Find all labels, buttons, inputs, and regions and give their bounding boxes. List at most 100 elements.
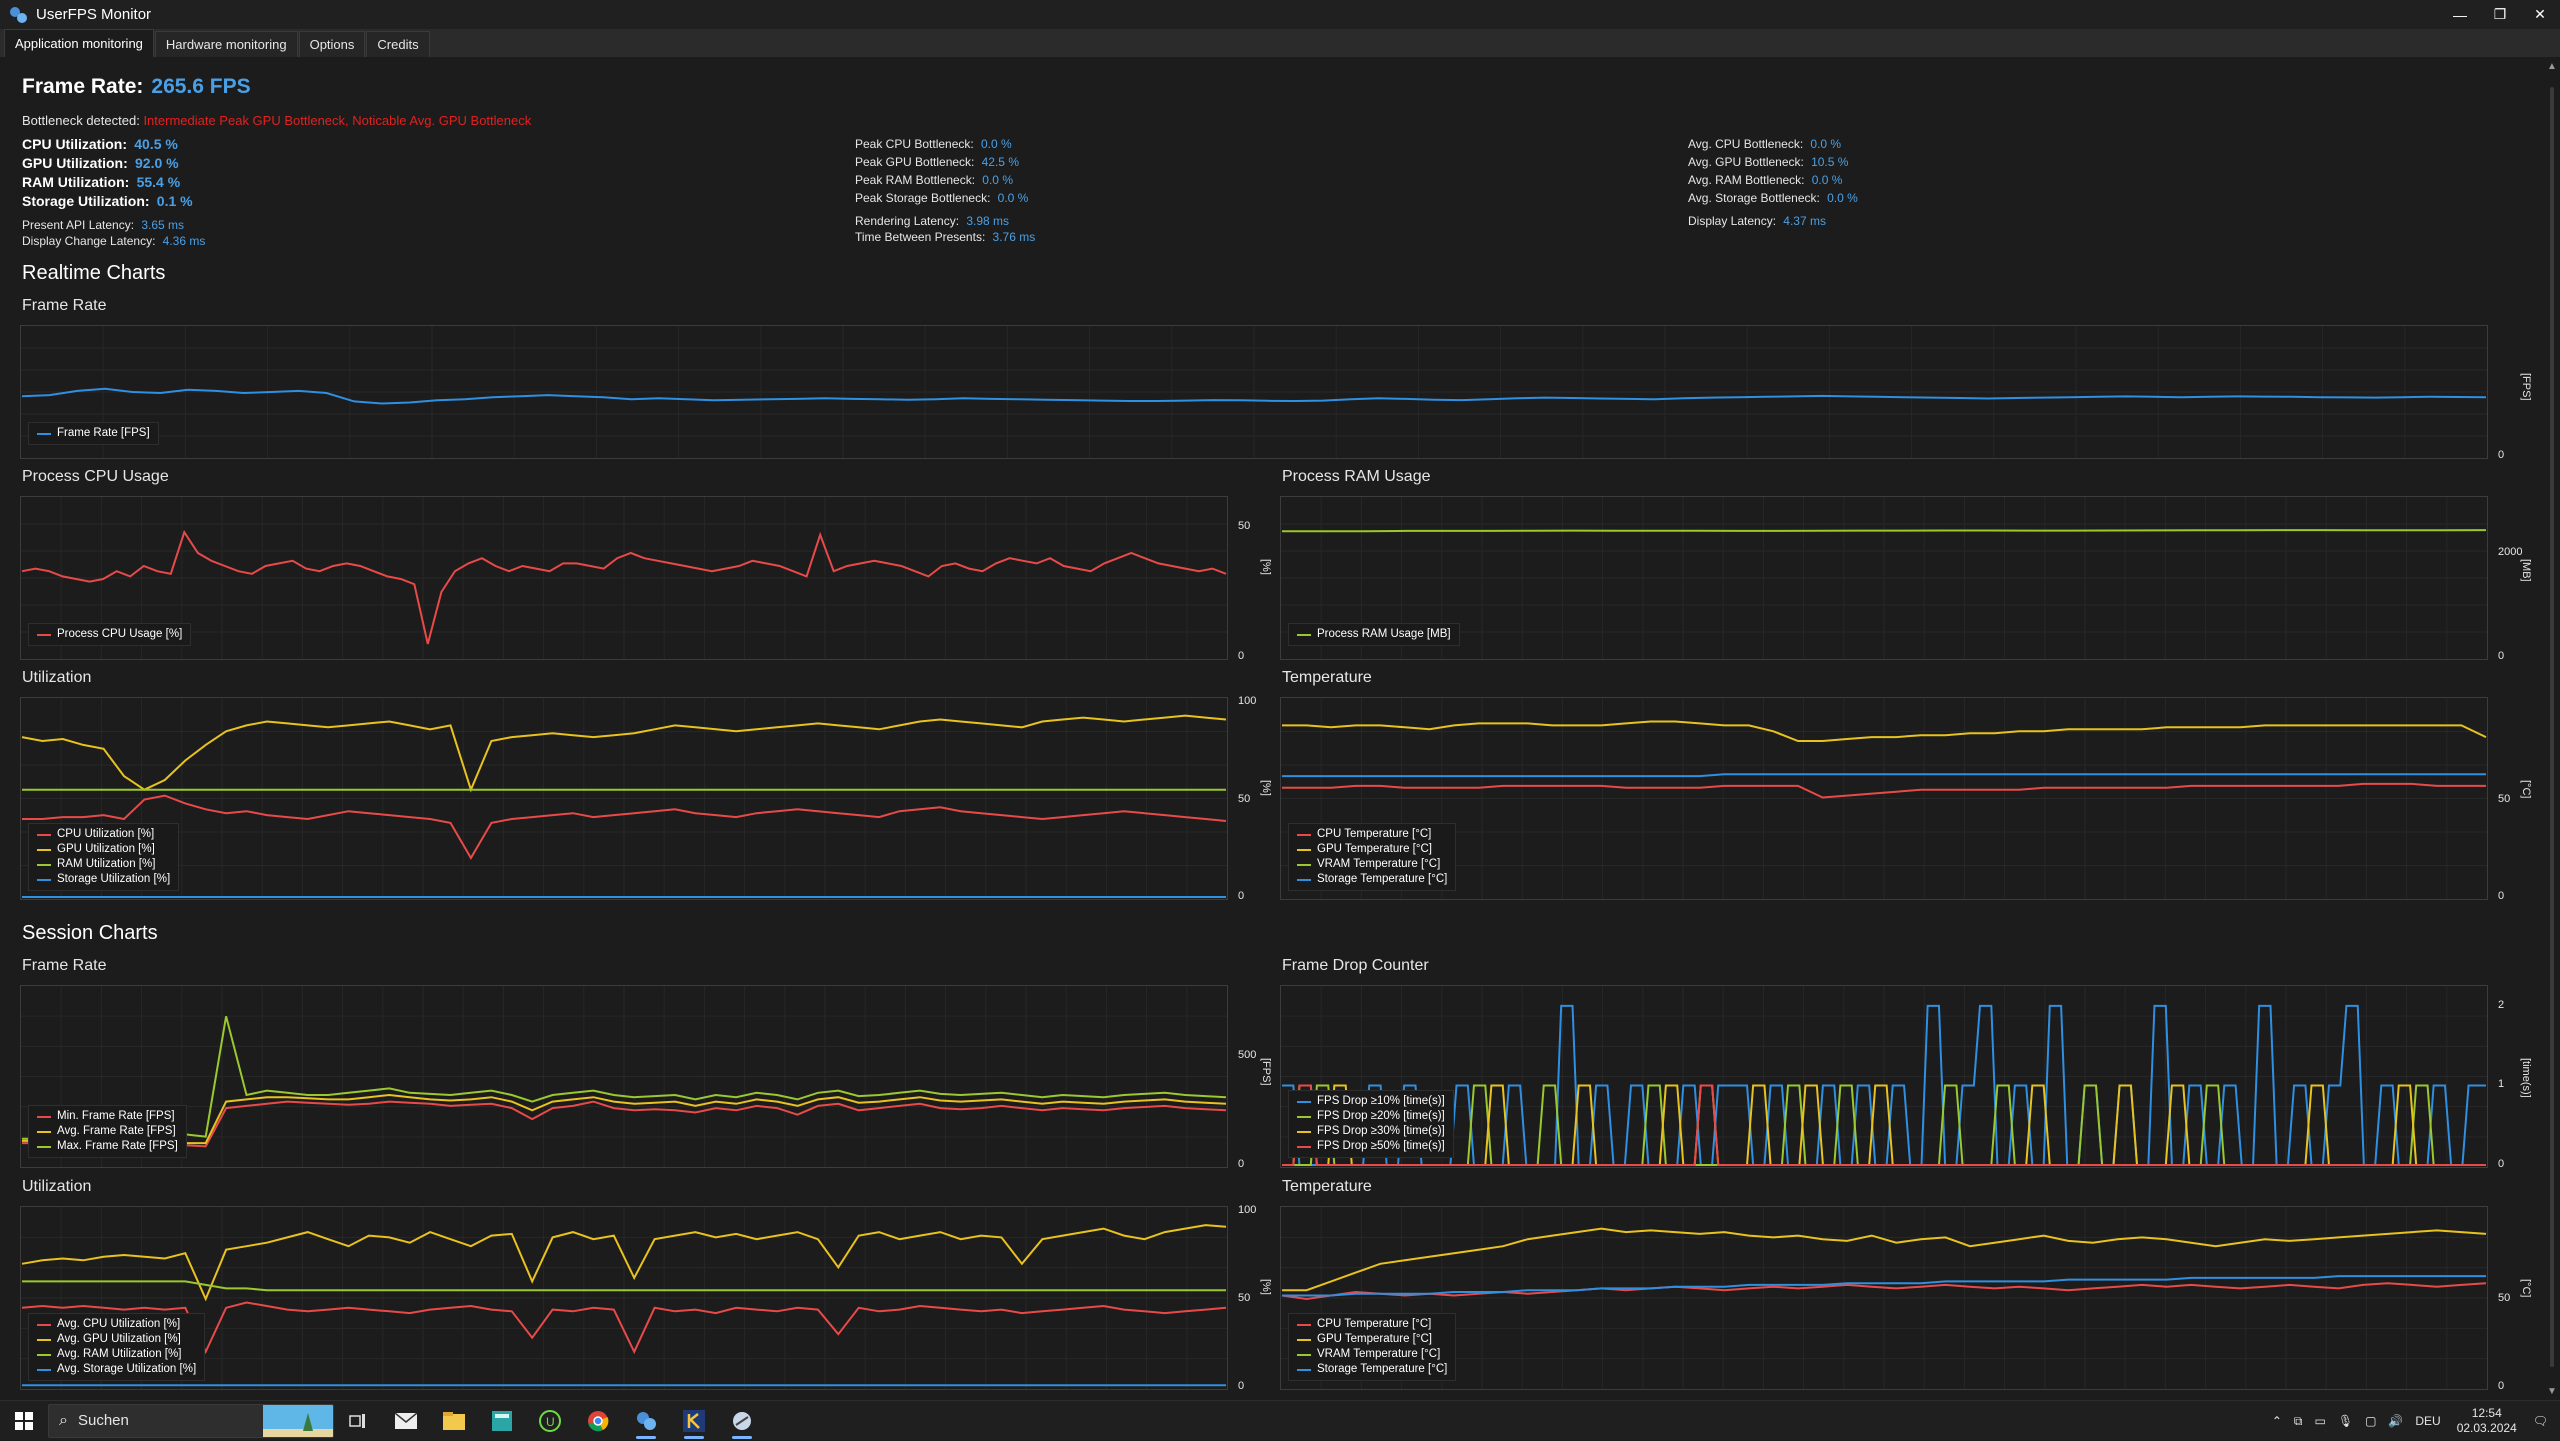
windows-taskbar: ⌕ Suchen U ⌃ ⧉ ▭ 🎙 ▢ 🔊 DEU 12:54 02.03.2… [0, 1400, 2560, 1440]
rt_temperature-svg [1281, 698, 2487, 899]
microphone-icon[interactable]: 🎙 [2337, 1414, 2354, 1428]
legend-swatch [1297, 863, 1311, 866]
peak-bottleneck-metrics: Peak CPU Bottleneck: 0.0 % Peak GPU Bott… [855, 135, 1035, 245]
calculator-icon[interactable] [478, 1401, 526, 1441]
notifications-icon[interactable]: 🗨 [2532, 1414, 2548, 1428]
rt-temperature-chart [1280, 697, 2488, 900]
y-tick-label: 50 [1238, 792, 1251, 805]
taskbar-search-box[interactable]: ⌕ Suchen [48, 1403, 334, 1438]
upwork-icon[interactable]: U [526, 1401, 574, 1441]
ss_utilization-series-1-line [21, 1224, 1227, 1302]
legend-swatch [1297, 878, 1311, 881]
legend-item: Storage Temperature [°C] [1297, 872, 1447, 887]
y-axis-unit-label: [°C] [2520, 779, 2532, 798]
rt-process-cpu-chart [20, 496, 1228, 660]
tab-credits[interactable]: Credits [366, 31, 430, 57]
rt-process-cpu-title: Process CPU Usage [22, 468, 169, 485]
peak-gpu-value: 42.5 % [981, 155, 1019, 169]
display-latency-value: 4.37 ms [1783, 214, 1826, 228]
tab-options[interactable]: Options [298, 31, 366, 57]
chrome-icon[interactable] [574, 1401, 622, 1441]
scroll-down-icon[interactable]: ▼ [2547, 1386, 2557, 1397]
legend-item: FPS Drop ≥30% [time(s)] [1297, 1124, 1445, 1139]
legend-swatch [1297, 1145, 1311, 1148]
minimize-button[interactable]: — [2453, 6, 2467, 23]
rt_temperature-series-1-line [1282, 720, 2487, 742]
ss-temperature-chart [1280, 1206, 2488, 1390]
close-button[interactable]: ✕ [2534, 6, 2546, 22]
tab-hardware-monitoring[interactable]: Hardware monitoring [154, 31, 298, 57]
legend-item: GPU Utilization [%] [37, 842, 170, 857]
snipping-tool-icon[interactable] [718, 1401, 766, 1441]
legend-swatch [37, 432, 51, 435]
scroll-thumb[interactable] [2550, 87, 2554, 1367]
volume-icon[interactable]: 🔊 [2388, 1414, 2404, 1428]
ss-utilization-chart [20, 1206, 1228, 1390]
taskbar-clock[interactable]: 12:54 02.03.2024 [2457, 1406, 2517, 1436]
legend-label: FPS Drop ≥10% [time(s)] [1317, 1095, 1445, 1107]
legend-swatch [1297, 1338, 1311, 1341]
window-controls: — ❐ ✕ [2440, 0, 2560, 29]
bottleneck-status: Bottleneck detected: Intermediate Peak G… [22, 113, 531, 128]
bottleneck-value: Intermediate Peak GPU Bottleneck, Notica… [143, 113, 532, 128]
legend-swatch [37, 848, 51, 851]
legend-item: FPS Drop ≥10% [time(s)] [1297, 1094, 1445, 1109]
mail-icon[interactable] [382, 1401, 430, 1441]
display-icon[interactable]: ▢ [2365, 1414, 2377, 1428]
legend-item: Avg. GPU Utilization [%] [37, 1332, 196, 1347]
legend-item: GPU Temperature [°C] [1297, 842, 1447, 857]
legend-label: CPU Temperature [°C] [1317, 828, 1432, 840]
peak-storage-value: 0.0 % [997, 191, 1029, 205]
avg-ram-label: Avg. RAM Bottleneck: [1688, 173, 1805, 187]
rt_utilization-svg [21, 698, 1227, 899]
rt-utilization-chart [20, 697, 1228, 900]
legend-item: Storage Utilization [%] [37, 872, 170, 887]
window-title: UserFPS Monitor [36, 6, 152, 23]
network-icon[interactable]: ⧉ [2293, 1413, 2303, 1428]
ss_utilization-series-0-line [21, 1301, 1227, 1355]
legend-swatch [37, 1130, 51, 1133]
avg-storage-value: 0.0 % [1827, 191, 1858, 205]
ss-frame-drop-chart [1280, 985, 2488, 1168]
legend-label: CPU Temperature [°C] [1317, 1318, 1432, 1330]
userfps-taskbar-icon[interactable] [622, 1401, 670, 1441]
title-bar: UserFPS Monitor — ❐ ✕ [0, 0, 2560, 29]
rt-temperature-legend: CPU Temperature [°C] GPU Temperature [°C]… [1288, 823, 1457, 891]
y-tick-label: 100 [1238, 695, 1257, 707]
rt-process-ram-chart [1280, 496, 2488, 660]
y-tick-label: 100 [1238, 1204, 1257, 1216]
legend-swatch [1297, 1368, 1311, 1371]
avg-cpu-value: 0.0 % [1810, 137, 1842, 151]
restore-button[interactable]: ❐ [2493, 6, 2507, 22]
legend-swatch [1297, 633, 1311, 636]
rt-frame-rate-legend: Frame Rate [FPS] [28, 422, 159, 445]
legend-item: Avg. Frame Rate [FPS] [37, 1124, 178, 1139]
legend-item: Avg. Storage Utilization [%] [37, 1362, 196, 1377]
battery-icon[interactable]: ▭ [2314, 1414, 2326, 1428]
y-axis-unit-label: [FPS] [1260, 1057, 1272, 1086]
start-button[interactable] [0, 1401, 48, 1441]
file-explorer-icon[interactable] [430, 1401, 478, 1441]
ss-temperature-legend: CPU Temperature [°C] GPU Temperature [°C]… [1288, 1313, 1457, 1381]
cpu-util-value: 40.5 % [134, 136, 178, 152]
legend-label: Frame Rate [FPS] [57, 427, 150, 439]
rt_process_cpu-svg [21, 497, 1227, 659]
legend-swatch [1297, 1115, 1311, 1118]
scroll-up-icon[interactable]: ▲ [2547, 61, 2557, 72]
language-indicator[interactable]: DEU [2415, 1414, 2441, 1428]
frame-rate-value: 265.6 FPS [151, 75, 251, 98]
legend-item: Process CPU Usage [%] [37, 627, 182, 642]
avg-ram-value: 0.0 % [1811, 173, 1843, 187]
legend-swatch [37, 633, 51, 636]
legend-label: Avg. RAM Utilization [%] [57, 1348, 182, 1360]
y-axis-unit-label: [%] [1260, 779, 1272, 796]
task-view-icon[interactable] [334, 1401, 382, 1441]
vertical-scrollbar[interactable]: ▲ ▼ [2544, 57, 2560, 1400]
bottleneck-label: Bottleneck detected: [22, 113, 140, 128]
windows-logo-icon [15, 1411, 33, 1430]
show-hidden-icons-icon[interactable]: ⌃ [2271, 1414, 2282, 1428]
app-k-icon[interactable] [670, 1401, 718, 1441]
legend-swatch [1297, 1323, 1311, 1326]
legend-swatch [1297, 833, 1311, 836]
tab-application-monitoring[interactable]: Application monitoring [4, 29, 154, 57]
